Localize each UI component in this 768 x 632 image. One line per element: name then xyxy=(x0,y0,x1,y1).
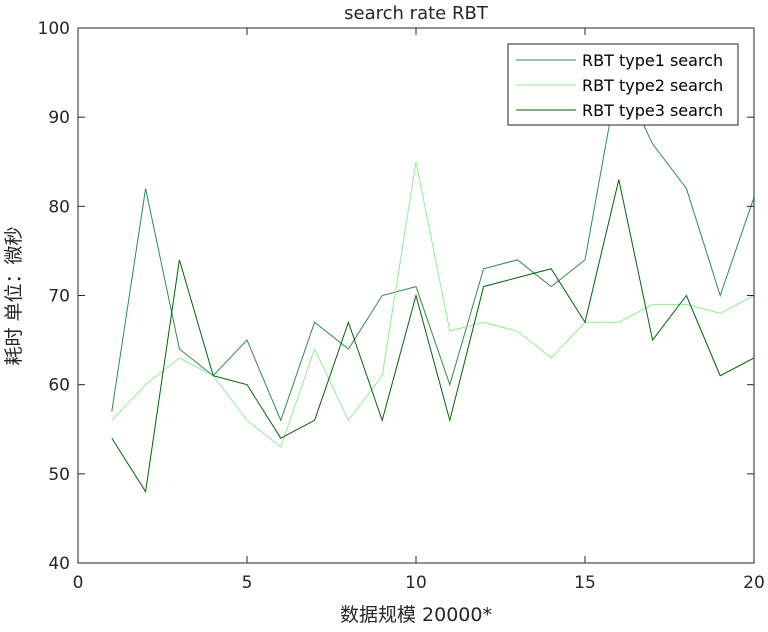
x-tick-label: 0 xyxy=(73,573,84,593)
legend-label-type3: RBT type3 search xyxy=(582,101,723,120)
ticks-layer: 0 5 10 15 20 40 50 60 70 80 90 100 xyxy=(38,19,765,593)
x-axis-label: 数据规模 20000* xyxy=(340,604,492,626)
legend: RBT type1 search RBT type2 search RBT type… xyxy=(507,43,739,126)
series-line-type1 xyxy=(111,70,754,422)
x-tick-label: 5 xyxy=(242,573,253,593)
y-tick-label: 100 xyxy=(38,19,70,39)
chart-title: search rate RBT xyxy=(344,3,489,24)
y-tick-label: 60 xyxy=(48,376,70,396)
x-tick-label: 15 xyxy=(574,573,596,593)
x-tick-label: 20 xyxy=(743,573,765,593)
y-axis-label: 耗时 单位：微秒 xyxy=(3,226,25,365)
x-tick-label: 10 xyxy=(405,573,427,593)
y-tick-label: 80 xyxy=(48,197,70,217)
y-tick-label: 90 xyxy=(48,108,70,128)
series-line-type3 xyxy=(111,179,754,494)
y-tick-label: 40 xyxy=(48,554,70,574)
y-tick-label: 70 xyxy=(48,287,70,307)
legend-label-type2: RBT type2 search xyxy=(582,76,723,95)
series-layer xyxy=(111,70,754,494)
y-tick-label: 50 xyxy=(48,465,70,485)
legend-label-type1: RBT type1 search xyxy=(582,51,723,70)
series-line-type2 xyxy=(111,161,754,448)
